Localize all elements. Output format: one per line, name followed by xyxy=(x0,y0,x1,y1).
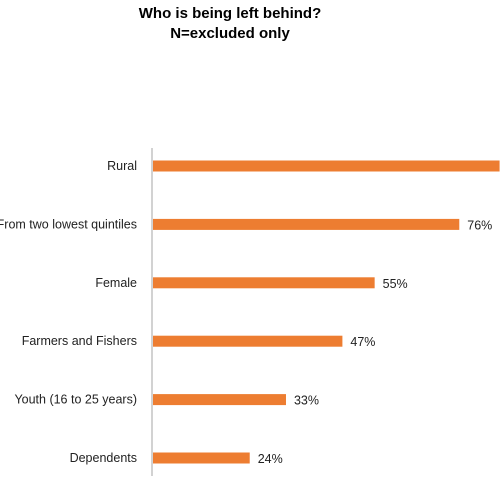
value-label: 33% xyxy=(294,394,319,408)
bar xyxy=(153,452,250,464)
value-label: 55% xyxy=(383,277,408,291)
bar xyxy=(153,335,343,347)
bar xyxy=(153,277,375,289)
category-label: Dependents xyxy=(70,451,137,465)
category-label: Youth (16 to 25 years) xyxy=(14,393,137,407)
category-label: Farmers and Fishers xyxy=(22,334,137,348)
chart-subtitle: N=excluded only xyxy=(170,25,290,42)
category-label: Rural xyxy=(107,159,137,173)
chart-title-main: Who is being left behind? xyxy=(138,5,322,22)
value-label: 47% xyxy=(350,335,375,349)
bar xyxy=(153,218,460,230)
chart-title: Who is being left behind? N=excluded onl… xyxy=(0,4,460,44)
bar xyxy=(153,160,500,172)
category-label: From two lowest quintiles xyxy=(0,217,137,231)
value-label: 24% xyxy=(258,452,283,466)
category-label: Female xyxy=(95,276,137,290)
bar xyxy=(153,394,286,406)
bars-layer: Rural86%From two lowest quintiles76%Fema… xyxy=(0,159,500,466)
value-label: 76% xyxy=(467,218,492,232)
